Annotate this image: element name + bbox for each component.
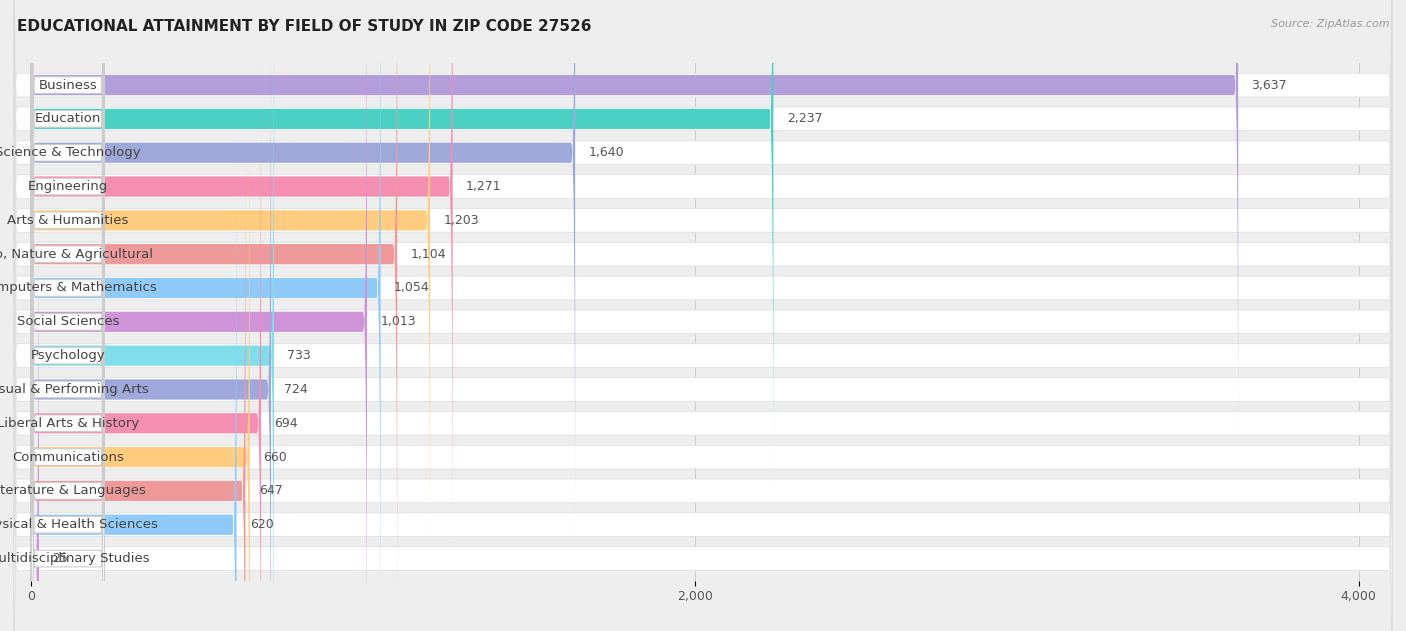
Text: EDUCATIONAL ATTAINMENT BY FIELD OF STUDY IN ZIP CODE 27526: EDUCATIONAL ATTAINMENT BY FIELD OF STUDY… (17, 19, 592, 34)
FancyBboxPatch shape (31, 0, 430, 616)
FancyBboxPatch shape (31, 0, 104, 618)
FancyBboxPatch shape (31, 93, 104, 631)
Text: Liberal Arts & History: Liberal Arts & History (0, 416, 139, 430)
Text: Social Sciences: Social Sciences (17, 316, 120, 328)
FancyBboxPatch shape (31, 0, 1239, 481)
FancyBboxPatch shape (31, 0, 575, 548)
FancyBboxPatch shape (31, 0, 104, 516)
FancyBboxPatch shape (31, 0, 104, 550)
Text: 3,637: 3,637 (1251, 79, 1286, 91)
FancyBboxPatch shape (31, 0, 773, 514)
FancyBboxPatch shape (31, 127, 104, 631)
Text: Communications: Communications (11, 451, 124, 464)
FancyBboxPatch shape (31, 129, 236, 631)
Text: Computers & Mathematics: Computers & Mathematics (0, 281, 156, 295)
FancyBboxPatch shape (31, 228, 104, 631)
Text: 724: 724 (284, 383, 308, 396)
Text: Visual & Performing Arts: Visual & Performing Arts (0, 383, 149, 396)
FancyBboxPatch shape (31, 95, 246, 631)
FancyBboxPatch shape (31, 0, 104, 631)
FancyBboxPatch shape (31, 0, 271, 631)
Text: Education: Education (35, 112, 101, 126)
FancyBboxPatch shape (31, 0, 104, 449)
FancyBboxPatch shape (31, 195, 104, 631)
FancyBboxPatch shape (31, 0, 104, 415)
FancyBboxPatch shape (31, 0, 398, 631)
Text: 25: 25 (52, 552, 67, 565)
FancyBboxPatch shape (31, 0, 367, 631)
FancyBboxPatch shape (14, 266, 1392, 631)
Text: Source: ZipAtlas.com: Source: ZipAtlas.com (1271, 19, 1389, 29)
FancyBboxPatch shape (14, 0, 1392, 411)
Text: 1,271: 1,271 (465, 180, 502, 193)
FancyBboxPatch shape (14, 63, 1392, 581)
Text: Science & Technology: Science & Technology (0, 146, 141, 159)
FancyBboxPatch shape (31, 0, 381, 631)
FancyBboxPatch shape (14, 131, 1392, 631)
Text: 1,013: 1,013 (380, 316, 416, 328)
Text: 660: 660 (263, 451, 287, 464)
FancyBboxPatch shape (14, 232, 1392, 631)
FancyBboxPatch shape (31, 161, 104, 631)
FancyBboxPatch shape (14, 0, 1392, 377)
FancyBboxPatch shape (14, 0, 1392, 445)
Text: 1,054: 1,054 (394, 281, 430, 295)
FancyBboxPatch shape (14, 0, 1392, 479)
FancyBboxPatch shape (31, 26, 104, 631)
FancyBboxPatch shape (31, 0, 453, 582)
FancyBboxPatch shape (31, 61, 250, 631)
Text: Engineering: Engineering (28, 180, 108, 193)
Text: Literature & Languages: Literature & Languages (0, 485, 146, 497)
Text: Arts & Humanities: Arts & Humanities (7, 214, 128, 227)
Text: Business: Business (38, 79, 97, 91)
FancyBboxPatch shape (31, 0, 104, 584)
FancyBboxPatch shape (14, 198, 1392, 631)
Text: Psychology: Psychology (31, 349, 105, 362)
Text: 694: 694 (274, 416, 298, 430)
FancyBboxPatch shape (14, 29, 1392, 546)
Text: 733: 733 (287, 349, 311, 362)
Text: Bio, Nature & Agricultural: Bio, Nature & Agricultural (0, 248, 153, 261)
Text: 2,237: 2,237 (787, 112, 823, 126)
FancyBboxPatch shape (31, 0, 104, 483)
FancyBboxPatch shape (31, 28, 262, 631)
Text: 620: 620 (250, 518, 274, 531)
Text: 1,640: 1,640 (589, 146, 624, 159)
FancyBboxPatch shape (14, 0, 1392, 513)
Text: 1,104: 1,104 (411, 248, 446, 261)
FancyBboxPatch shape (14, 165, 1392, 631)
FancyBboxPatch shape (31, 59, 104, 631)
Text: 1,203: 1,203 (443, 214, 479, 227)
FancyBboxPatch shape (14, 0, 1392, 344)
Text: Physical & Health Sciences: Physical & Health Sciences (0, 518, 157, 531)
Text: Multidisciplinary Studies: Multidisciplinary Studies (0, 552, 149, 565)
FancyBboxPatch shape (14, 300, 1392, 631)
FancyBboxPatch shape (31, 163, 39, 631)
FancyBboxPatch shape (14, 97, 1392, 615)
Text: 647: 647 (259, 485, 283, 497)
FancyBboxPatch shape (31, 0, 274, 631)
